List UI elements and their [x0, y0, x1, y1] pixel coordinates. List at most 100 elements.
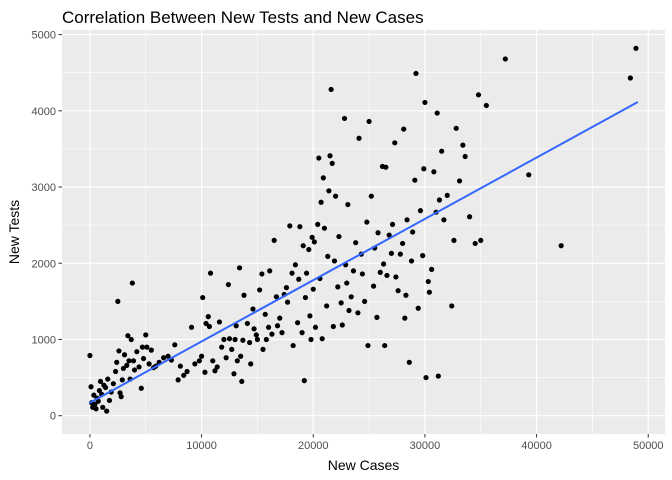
data-point	[253, 332, 259, 338]
data-point	[229, 346, 235, 352]
data-point	[188, 324, 195, 330]
data-point	[331, 258, 338, 264]
data-point	[207, 270, 214, 276]
data-point	[274, 323, 281, 329]
data-point	[91, 392, 97, 398]
data-point	[410, 229, 416, 235]
data-point	[466, 214, 473, 220]
data-point	[420, 253, 426, 259]
x-axis: 0 10000 20000 30000 40000 50000	[87, 434, 664, 452]
data-point	[129, 280, 135, 286]
data-point	[386, 232, 392, 238]
data-point	[439, 148, 445, 154]
data-point	[196, 358, 202, 364]
x-tick-label: 50000	[633, 440, 664, 452]
data-point	[115, 298, 121, 304]
data-point	[325, 253, 331, 259]
data-point	[316, 155, 322, 161]
data-point	[143, 332, 149, 338]
data-point	[301, 378, 307, 384]
data-point	[241, 292, 247, 298]
data-point	[377, 269, 383, 275]
data-point	[100, 404, 106, 410]
data-point	[324, 303, 330, 309]
data-point	[96, 387, 103, 394]
data-point	[382, 342, 388, 349]
data-point	[131, 367, 138, 373]
x-tick-label: 20000	[298, 440, 329, 452]
data-point	[434, 110, 440, 116]
x-tick-label: 10000	[186, 440, 217, 452]
data-point	[247, 339, 253, 346]
data-point	[311, 239, 317, 245]
data-point	[456, 178, 463, 184]
data-point	[401, 126, 407, 132]
data-point	[93, 406, 99, 412]
x-tick-label: 0	[87, 440, 93, 452]
data-point	[184, 368, 190, 375]
y-tick-label: 2000	[32, 258, 56, 270]
data-point	[393, 274, 399, 280]
data-point	[449, 303, 455, 309]
data-point	[423, 374, 429, 381]
data-point	[326, 188, 332, 194]
data-points	[87, 45, 639, 414]
data-point	[263, 336, 269, 343]
data-point	[397, 251, 403, 257]
data-point	[110, 381, 116, 387]
data-point	[341, 115, 348, 122]
data-point	[308, 336, 314, 343]
data-point	[116, 348, 122, 354]
data-point	[296, 276, 302, 282]
data-point	[365, 342, 371, 349]
data-point	[368, 193, 374, 199]
data-point	[283, 285, 290, 291]
data-point	[120, 365, 127, 372]
data-point	[177, 363, 183, 369]
data-point	[345, 201, 351, 208]
data-point	[366, 118, 372, 125]
data-point	[244, 320, 250, 327]
data-point	[289, 270, 295, 276]
y-tick-label: 1000	[32, 334, 56, 346]
data-point	[238, 353, 244, 359]
data-point	[310, 286, 316, 292]
data-point	[362, 298, 368, 304]
data-point	[221, 336, 227, 343]
trend-line-group	[88, 101, 639, 404]
data-point	[460, 142, 466, 148]
data-point	[216, 319, 223, 325]
data-point	[421, 166, 427, 172]
data-point	[113, 368, 119, 375]
data-point	[292, 262, 298, 268]
data-point	[453, 125, 459, 131]
data-point	[200, 294, 206, 301]
data-point	[355, 310, 361, 316]
data-point	[148, 347, 154, 353]
data-point	[388, 250, 395, 256]
data-point	[332, 193, 339, 199]
data-point	[406, 359, 412, 365]
data-point	[359, 271, 365, 277]
data-point	[335, 284, 341, 290]
data-point	[306, 246, 312, 253]
data-point	[328, 86, 334, 93]
data-point	[192, 361, 198, 367]
y-tick-label: 0	[50, 411, 56, 423]
data-point	[130, 358, 137, 364]
data-point	[277, 315, 283, 321]
data-point	[88, 384, 94, 390]
x-axis-title: New Cases	[328, 457, 400, 473]
data-point	[232, 336, 238, 343]
data-point	[181, 372, 187, 378]
trend-line	[88, 101, 639, 404]
data-point	[105, 376, 111, 382]
data-point	[125, 333, 131, 339]
data-point	[318, 199, 324, 205]
data-point	[172, 342, 178, 348]
data-point	[502, 56, 508, 62]
data-point	[144, 344, 150, 350]
data-point	[251, 326, 257, 332]
data-point	[327, 153, 333, 159]
